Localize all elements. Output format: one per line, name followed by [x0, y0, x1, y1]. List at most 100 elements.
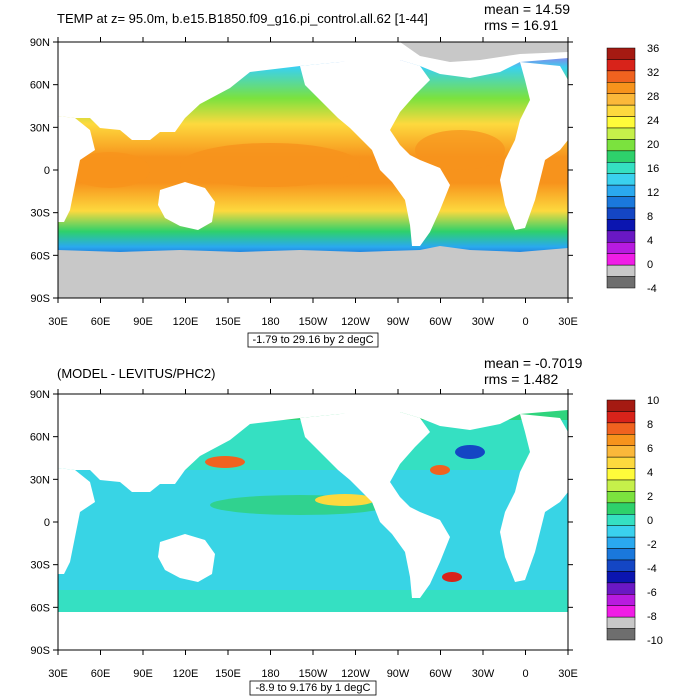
equator-warm-anomaly — [315, 494, 375, 506]
colorbar-label: 10 — [647, 395, 659, 407]
colorbar-swatch — [606, 93, 636, 106]
lat-label: 30S — [30, 560, 50, 572]
colorbar-label: 36 — [647, 43, 659, 55]
colorbar-swatch — [606, 456, 636, 469]
lon-label: 150W — [299, 668, 328, 680]
colorbar-label: 2 — [647, 491, 653, 503]
colorbar-label: -10 — [647, 635, 663, 647]
lon-label: 60E — [91, 668, 111, 680]
colorbar-swatch — [606, 422, 636, 435]
colorbar-swatch — [606, 502, 636, 515]
colorbar-swatch — [606, 230, 636, 243]
colorbar-label: 32 — [647, 67, 659, 79]
colorbar-swatch — [606, 127, 636, 140]
map-axes: 90N 60N 30N 0 30S 60S 90S 30E 60E 90E 120E 150E 180 1… — [30, 37, 578, 328]
colorbar-swatch — [606, 559, 636, 572]
lat-label: 60N — [30, 432, 50, 444]
lon-label: 30E — [48, 668, 68, 680]
colorbar-swatch — [606, 70, 636, 83]
lon-label: 60W — [429, 668, 452, 680]
kuroshio-anomaly — [205, 456, 245, 468]
colorbar-swatch — [606, 253, 636, 266]
range-note: -8.9 to 9.176 by 1 degC — [256, 682, 371, 694]
colorbar-label: 0 — [647, 259, 653, 271]
land-australia — [158, 534, 215, 582]
colorbar-swatch — [606, 594, 636, 606]
colorbar-label: -4 — [647, 563, 657, 575]
lon-label: 150E — [215, 316, 241, 328]
map-area — [57, 393, 569, 651]
lon-label: 30E — [558, 316, 578, 328]
lon-label: 90E — [133, 668, 153, 680]
land-eurasia — [58, 394, 568, 492]
lon-label: 60E — [91, 316, 111, 328]
colorbar-label: -6 — [647, 587, 657, 599]
lon-label: 180 — [261, 668, 279, 680]
colorbar-swatch — [606, 434, 636, 446]
range-note-box — [247, 332, 379, 348]
colorbar-swatch — [606, 411, 636, 424]
colorbar-swatch — [606, 514, 636, 526]
colorbar-label: 24 — [647, 115, 659, 127]
arctic-ice — [400, 42, 568, 62]
colorbar-label: 20 — [647, 139, 659, 151]
colorbar-label: -4 — [647, 283, 657, 295]
colorbar-swatch — [606, 242, 636, 254]
map-area — [57, 41, 569, 299]
colorbar-label: 4 — [647, 467, 653, 479]
colorbar-swatch — [606, 184, 636, 197]
antarctic-ice — [58, 258, 568, 298]
land-africa-east — [500, 62, 568, 230]
lon-label: 30E — [558, 668, 578, 680]
range-note-box — [249, 680, 377, 696]
map-axes: 90N 60N 30N 0 30S 60S 90S 30E 60E 90E 120E 150E 180 1… — [30, 389, 578, 680]
colorbar-swatch — [606, 173, 636, 186]
warm-pool-indian — [70, 152, 150, 188]
lon-label: 30E — [48, 316, 68, 328]
colorbar-swatch — [606, 491, 636, 504]
colorbar-label: 8 — [647, 211, 653, 223]
panel-title: TEMP at z= 95.0m, b.e15.B1850.f09_g16.pi… — [57, 11, 428, 26]
colorbar-label: 12 — [647, 187, 659, 199]
panel-difference: (MODEL - LEVITUS/PHC2) mean = -0.7019 rm… — [30, 355, 663, 696]
gulf-stream-cold-anomaly — [455, 445, 485, 459]
lon-label: 120E — [173, 668, 199, 680]
colorbar-swatch — [606, 139, 636, 152]
lon-label: 150E — [215, 668, 241, 680]
lon-label: 30W — [472, 316, 495, 328]
lon-label: 30W — [472, 668, 495, 680]
colorbar-swatch — [606, 162, 636, 174]
colorbar-label: 4 — [647, 235, 653, 247]
warm-pool-atlantic — [415, 130, 505, 170]
colorbar-swatch — [606, 445, 636, 458]
colorbar: 10 8 6 4 2 0 -2 -4 -6 -8 -10 — [606, 395, 663, 647]
colorbar-swatch — [606, 47, 636, 60]
colorbar-swatch — [606, 219, 636, 232]
colorbar-swatch — [606, 150, 636, 163]
lon-label: 120W — [341, 316, 370, 328]
range-note: -1.79 to 29.16 by 2 degC — [252, 334, 373, 346]
lon-label: 180 — [261, 316, 279, 328]
lon-label: 90E — [133, 316, 153, 328]
brazil-malvinas-anomaly — [442, 572, 462, 582]
colorbar-swatch — [606, 536, 636, 549]
lat-label: 60S — [30, 602, 50, 614]
lat-label: 0 — [44, 517, 50, 529]
lat-label: 90N — [30, 389, 50, 401]
land-africa — [58, 468, 95, 574]
rms-readout: rms = 16.91 — [484, 17, 559, 33]
lat-label: 90S — [30, 293, 50, 305]
lon-label: 120W — [341, 668, 370, 680]
panel-temperature: TEMP at z= 95.0m, b.e15.B1850.f09_g16.pi… — [30, 1, 659, 348]
colorbar-swatch — [606, 264, 636, 277]
antarctica — [58, 612, 568, 650]
colorbar-label: 28 — [647, 91, 659, 103]
land-eurasia — [58, 42, 568, 140]
colorbar-label: 16 — [647, 163, 659, 175]
lon-label: 120E — [173, 316, 199, 328]
gulf-stream-warm-anomaly — [430, 465, 450, 475]
panel-title: (MODEL - LEVITUS/PHC2) — [57, 366, 215, 381]
lon-label: 150W — [299, 316, 328, 328]
colorbar-swatch — [606, 276, 636, 289]
colorbar-swatch — [606, 525, 636, 538]
